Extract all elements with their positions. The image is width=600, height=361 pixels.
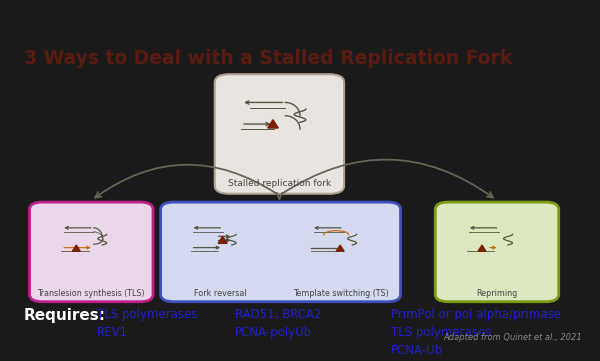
Polygon shape	[268, 120, 278, 128]
Polygon shape	[478, 245, 486, 251]
Polygon shape	[72, 245, 80, 251]
Polygon shape	[336, 245, 344, 251]
Text: PrimPol or pol alpha/primase
TLS polymerases
PCNA-Ub: PrimPol or pol alpha/primase TLS polymer…	[391, 308, 561, 357]
FancyBboxPatch shape	[435, 202, 559, 302]
Text: Repriming: Repriming	[476, 289, 518, 298]
FancyBboxPatch shape	[161, 202, 401, 302]
Text: Stalled replication fork: Stalled replication fork	[228, 179, 331, 188]
FancyBboxPatch shape	[29, 202, 153, 302]
Text: 3 Ways to Deal with a Stalled Replication Fork: 3 Ways to Deal with a Stalled Replicatio…	[23, 49, 512, 68]
FancyBboxPatch shape	[215, 74, 344, 194]
Text: RAD51, BRCA2
PCNA-polyUb: RAD51, BRCA2 PCNA-polyUb	[235, 308, 322, 339]
Polygon shape	[218, 236, 227, 243]
Text: Template switching (TS): Template switching (TS)	[293, 289, 389, 298]
Text: TLS polymerases
REV1: TLS polymerases REV1	[97, 308, 197, 339]
Text: Fork reversal: Fork reversal	[194, 289, 247, 298]
Text: Translesion synthesis (TLS): Translesion synthesis (TLS)	[37, 289, 145, 298]
Text: Adapted from Quinet et al., 2021: Adapted from Quinet et al., 2021	[443, 332, 582, 342]
Text: Requires:: Requires:	[23, 308, 106, 323]
